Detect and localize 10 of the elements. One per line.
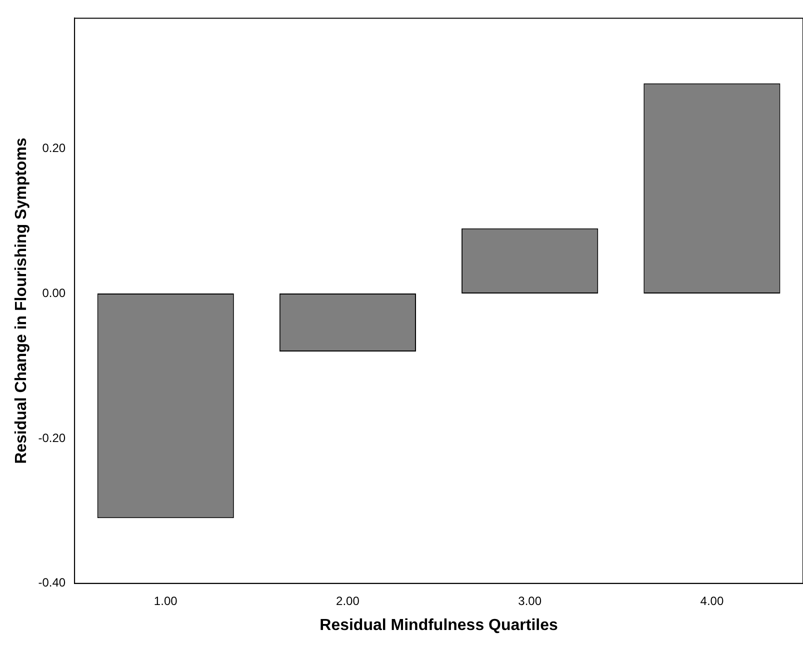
y-tick-label: 0.20 [42,140,66,155]
x-axis-title: Residual Mindfulness Quartiles [320,616,558,634]
y-tick-label: -0.40 [38,576,66,590]
y-axis-title: Residual Change in Flourishing Symptoms [13,138,30,464]
x-tick-label: 2.00 [336,594,360,608]
x-tick-label: 1.00 [154,594,178,608]
y-tick-label: 0.00 [42,286,66,300]
x-tick-label: 4.00 [700,594,724,608]
y-tick-label: -0.20 [38,430,66,445]
x-tick-label: 3.00 [518,594,542,608]
